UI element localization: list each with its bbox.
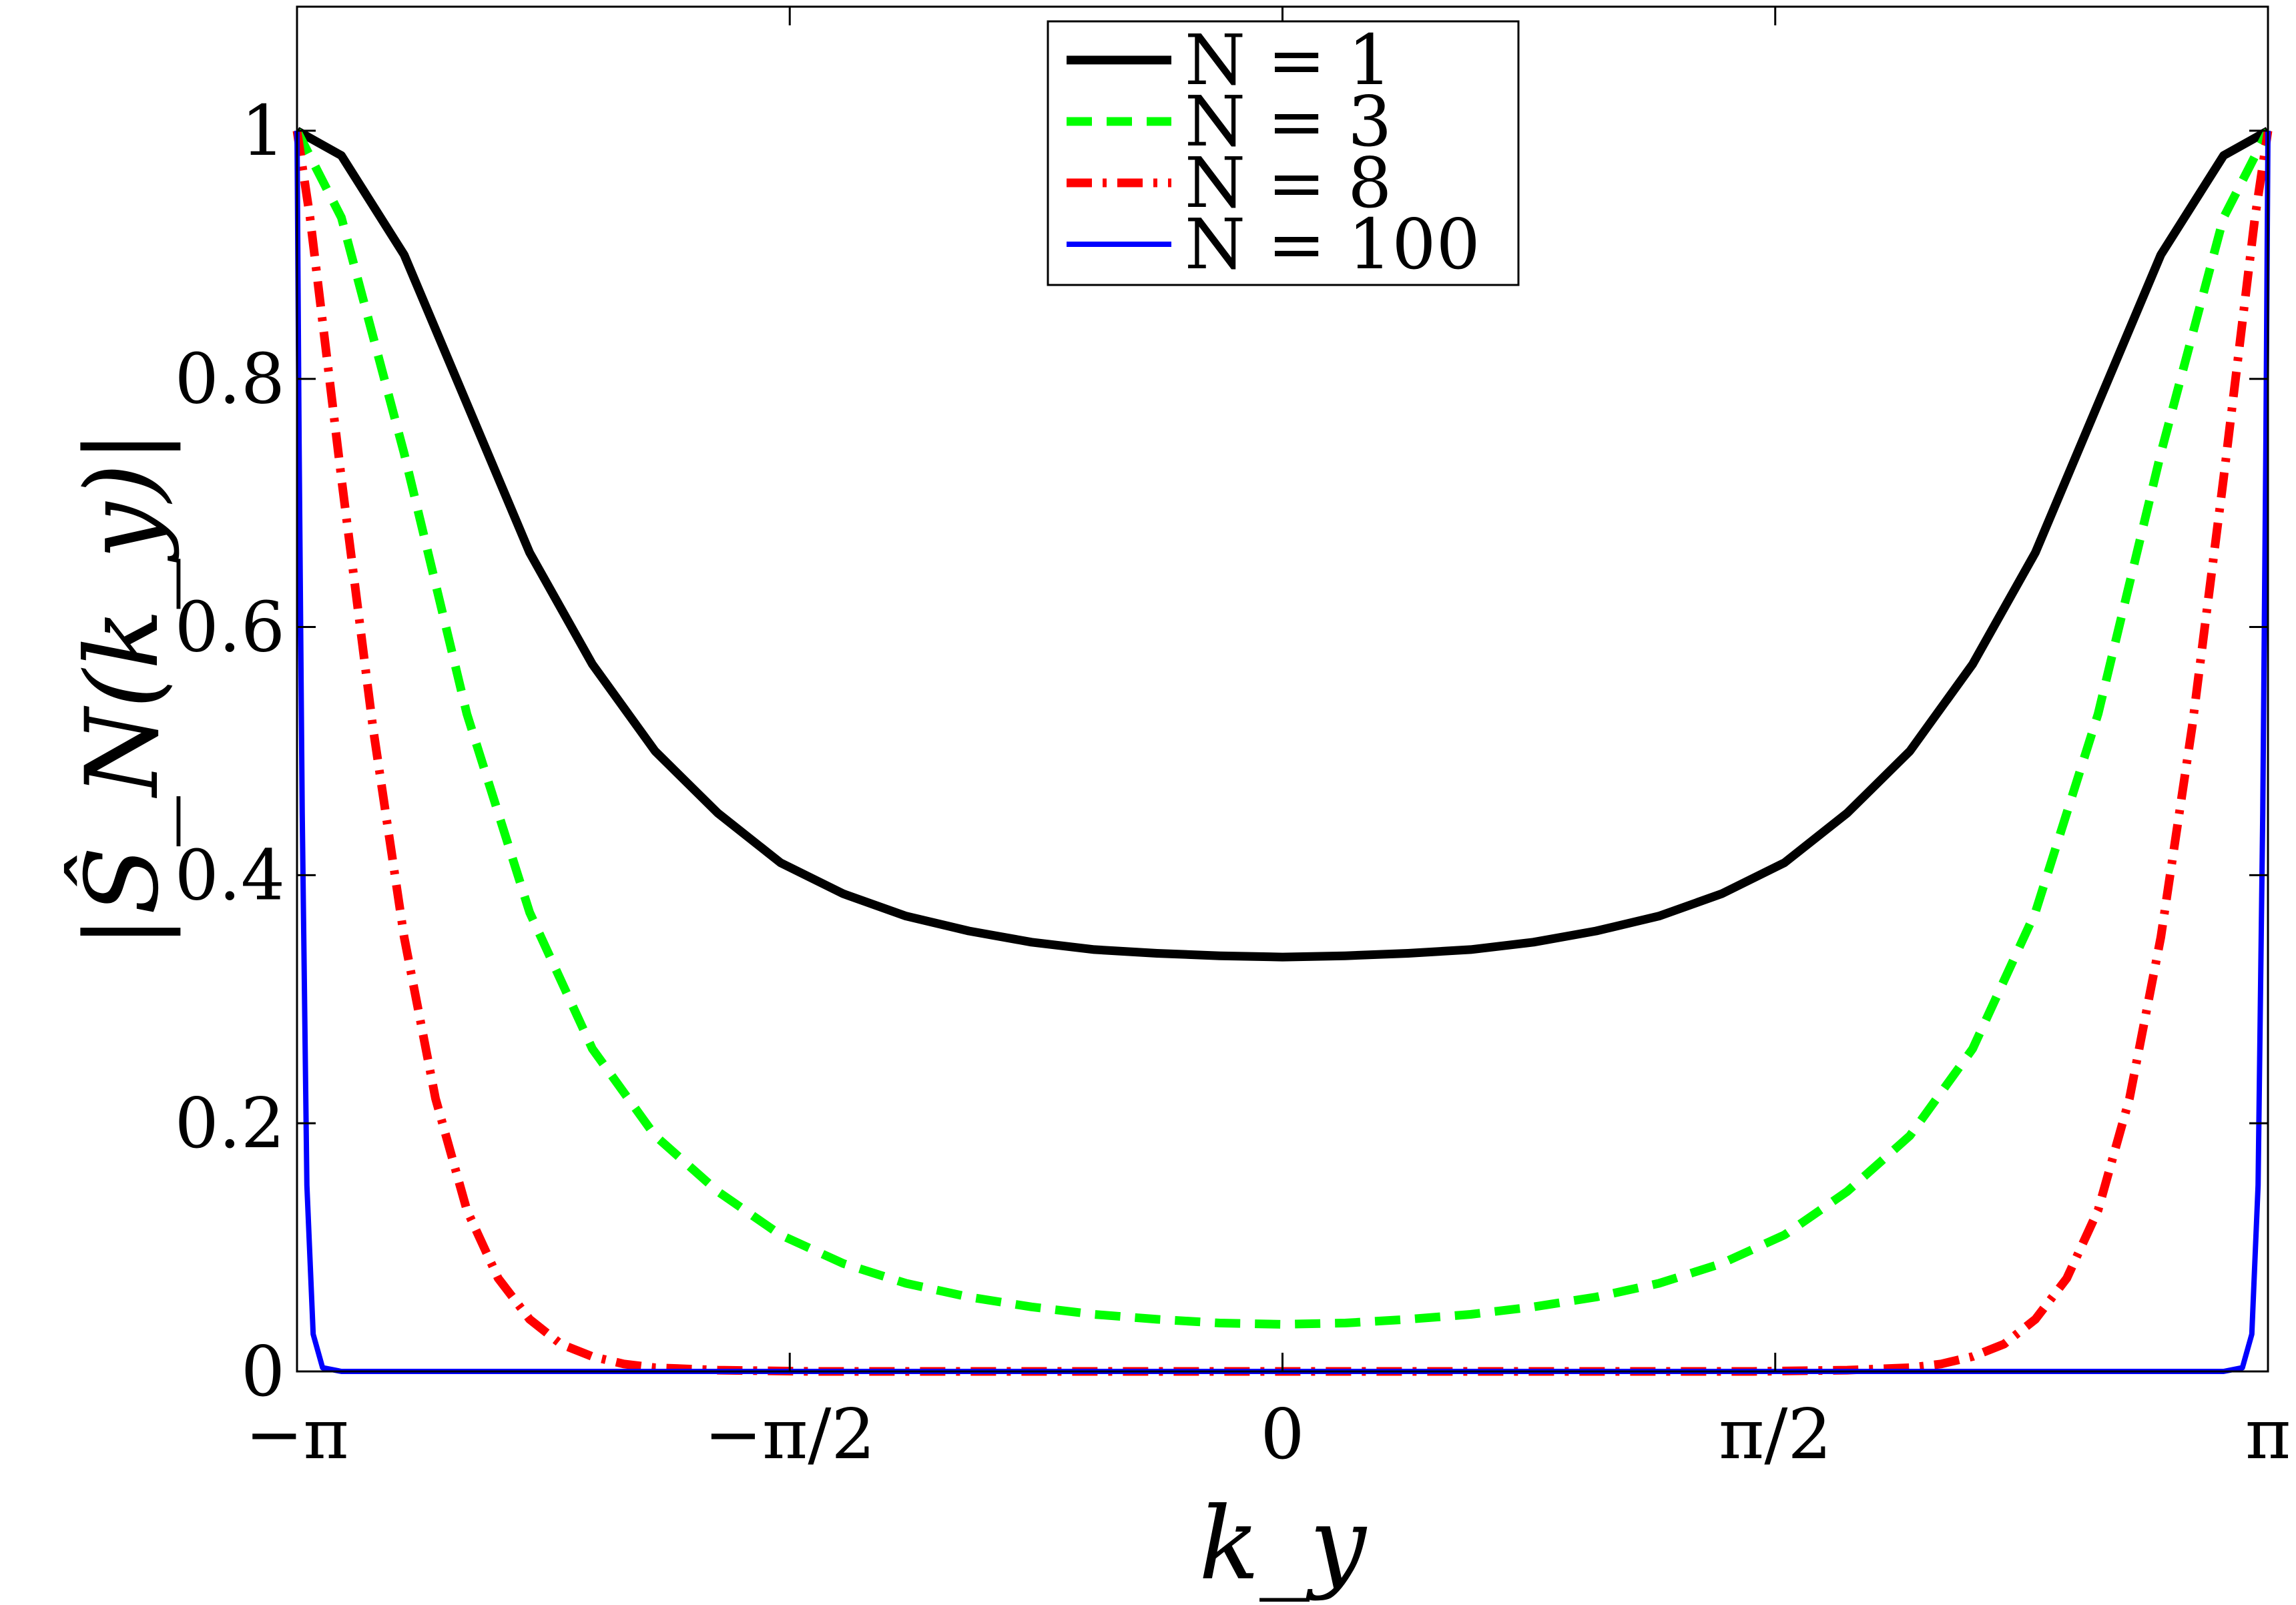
y-tick-label: 0.4 [175, 834, 285, 916]
x-tick-label: π [2245, 1393, 2291, 1475]
legend-box [1047, 20, 1520, 286]
legend-label-4: N = 100 [1185, 204, 1480, 285]
series-line-2 [293, 128, 2272, 1329]
y-tick-label: 0.6 [175, 587, 285, 668]
x-tick-label: π/2 [1719, 1393, 1832, 1475]
legend-label-3: N = 8 [1185, 142, 1392, 224]
series-line-1 [294, 127, 2271, 962]
y-axis-label: |Ŝ_N(k_y)| [64, 430, 181, 949]
y-tick-label: 0.8 [175, 338, 285, 420]
x-tick-label: 0 [1260, 1393, 1304, 1475]
x-tick-label: −π [245, 1393, 349, 1475]
x-tick-label: −π/2 [704, 1393, 876, 1475]
legend-label-1: N = 1 [1185, 19, 1392, 101]
legend-label-2: N = 3 [1185, 81, 1392, 162]
y-tick-label: 0.2 [175, 1082, 285, 1164]
x-axis-label: k_y [1199, 1486, 1368, 1602]
y-tick-label: 1 [241, 90, 285, 172]
y-tick-label: 0 [241, 1331, 285, 1412]
